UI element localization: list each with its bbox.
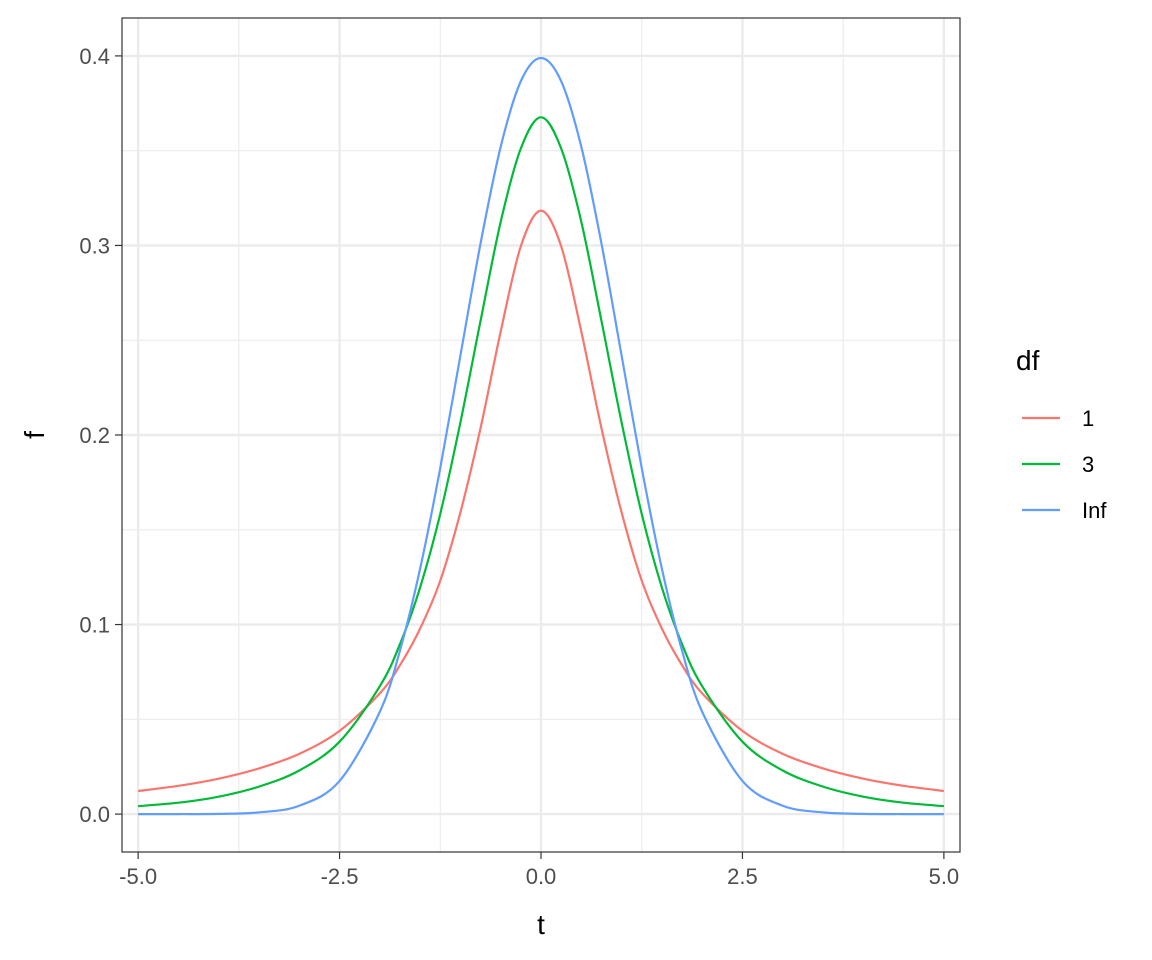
y-tick-label: 0.4 [79,44,110,69]
grid [122,18,960,852]
y-tick-label: 0.3 [79,233,110,258]
series-line-inf [138,56,944,816]
legend-label-1: 1 [1082,406,1094,431]
legend: df 1 3 Inf [1016,345,1107,523]
y-tick-label: 0.2 [79,423,110,448]
legend-title: df [1016,345,1040,376]
series-lines [137,56,945,816]
x-tick-label: -5.0 [119,864,157,889]
x-tick-label: 0.0 [526,864,557,889]
legend-label-3: 3 [1082,452,1094,477]
x-tick-label: -2.5 [321,864,359,889]
axis-ticks: -5.0 -2.5 0.0 2.5 5.0 0.0 0.1 0.2 0.3 0.4 [79,44,959,889]
series-line-1 [137,209,945,793]
series-line-3 [138,116,944,808]
y-tick-label: 0.0 [79,802,110,827]
x-tick-label: 2.5 [727,864,758,889]
y-tick-label: 0.1 [79,613,110,638]
x-tick-label: 5.0 [929,864,960,889]
legend-label-inf: Inf [1082,498,1107,523]
x-axis-title: t [537,909,545,940]
y-axis-title: f [19,431,50,439]
